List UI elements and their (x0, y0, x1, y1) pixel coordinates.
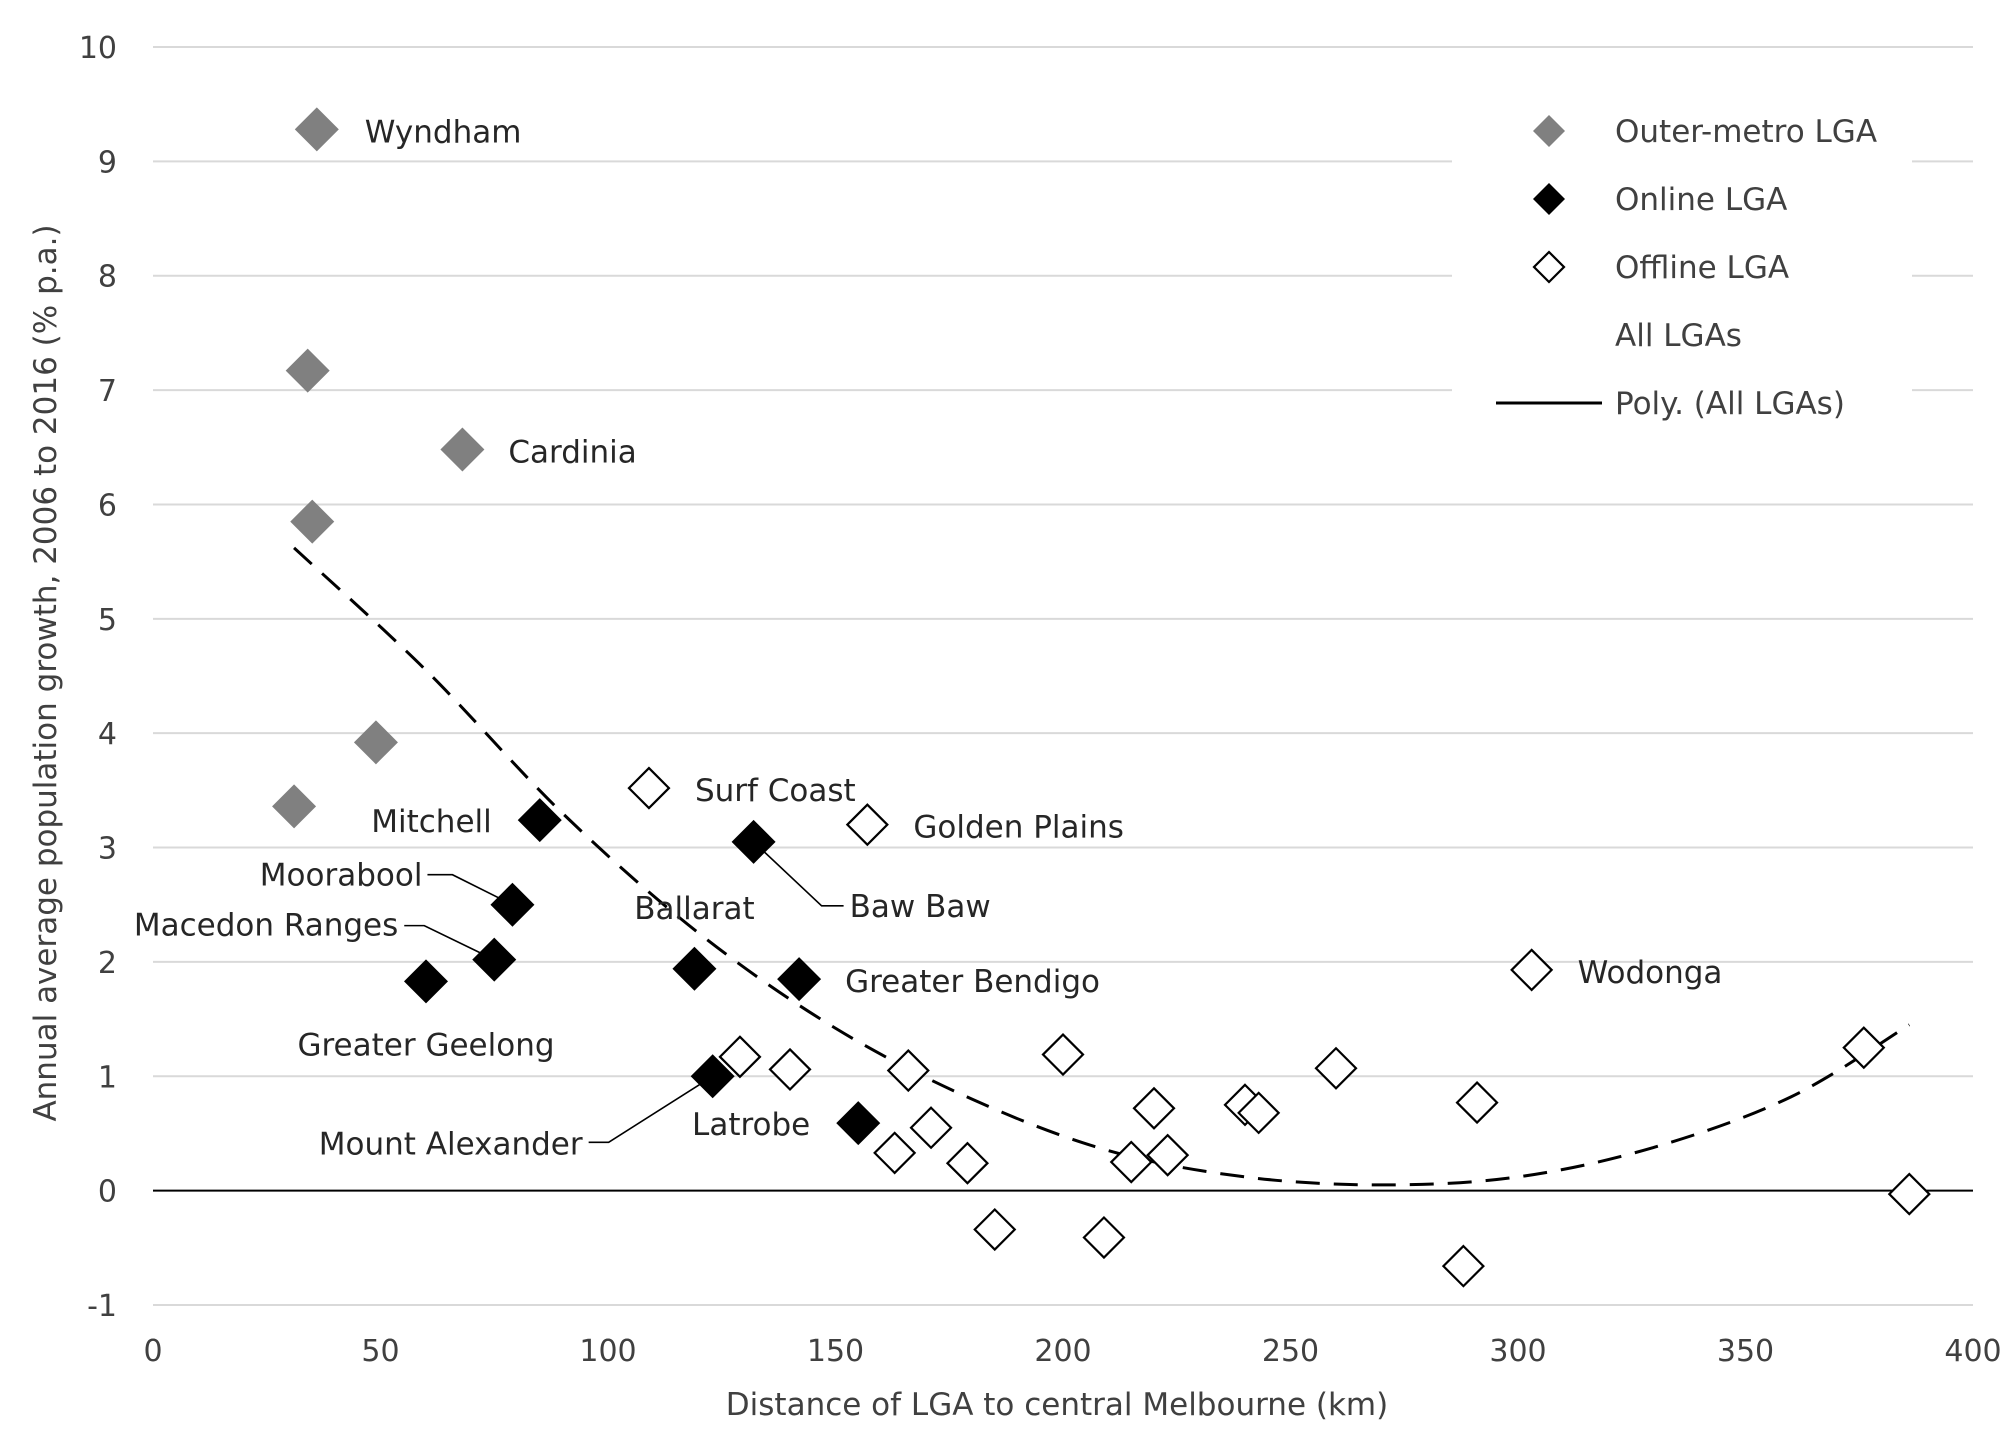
marker-offline-lga-18 (1441, 1244, 1485, 1288)
legend-marker-offline-lga (1532, 250, 1566, 284)
legend-label-outer-metro-lga: Outer-metro LGA (1615, 114, 1877, 150)
x-tick-label: 350 (1717, 1334, 1774, 1369)
marker-offline-lga-9 (973, 1207, 1017, 1252)
point-label-surf-coast: Surf Coast (695, 773, 856, 809)
y-tick-label: 4 (98, 717, 117, 752)
marker-offline-lga-7 (909, 1106, 953, 1150)
marker-outer-metro-lga-4 (353, 720, 398, 765)
legend-label-offline-lga: Offline LGA (1615, 250, 1789, 286)
point-label-moorabool: Moorabool (260, 858, 423, 894)
x-tick-label: 250 (1262, 1334, 1319, 1369)
marker-online-lga-moorabool (490, 882, 535, 927)
x-tick-label: 400 (1944, 1334, 2001, 1369)
leader-line-mount-alexander (588, 1075, 714, 1144)
marker-outer-metro-lga-1 (285, 348, 330, 393)
y-tick-label: 0 (98, 1175, 117, 1210)
legend-label-online-lga: Online LGA (1615, 182, 1787, 218)
point-label-mitchell: Mitchell (371, 804, 492, 840)
point-label-baw-baw: Baw Baw (850, 889, 991, 925)
legend-marker-outer-metro-lga (1533, 115, 1565, 147)
marker-offline-lga-8 (945, 1141, 990, 1185)
legend: Outer-metro LGA Online LGA Offline LGA All … (1496, 114, 1877, 422)
marker-online-lga-mount-alexander (690, 1054, 735, 1099)
leader-line-moorabool (427, 873, 513, 906)
marker-offline-lga-16 (1237, 1091, 1281, 1135)
x-tick-label: 200 (1034, 1334, 1091, 1369)
marker-offline-lga-20 (1842, 1026, 1886, 1070)
point-label-mount-alexander: Mount Alexander (319, 1126, 583, 1162)
y-axis-ticks: -1 0 1 2 3 4 5 6 7 8 9 10 (79, 31, 117, 1324)
y-tick-label: 3 (98, 832, 117, 867)
trendline-group (293, 546, 1911, 1187)
y-tick-label: 6 (98, 488, 117, 523)
x-tick-label: 100 (579, 1334, 636, 1369)
trendline-poly-all-lgas (293, 546, 1911, 1187)
data-points (272, 107, 1931, 1288)
marker-offline-lga-14 (1146, 1133, 1190, 1177)
marker-online-lga-mitchell (517, 798, 562, 843)
marker-outer-metro-lga-5 (272, 784, 317, 829)
y-tick-label: 2 (98, 946, 117, 981)
marker-offline-lga-10 (1041, 1032, 1085, 1077)
marker-offline-lga-4 (768, 1047, 812, 1091)
point-labels: Wyndham Cardinia Mitchell Moorabool Macedon … (134, 114, 1723, 1162)
legend-label-poly-all-lgas: Poly. (All LGAs) (1615, 386, 1845, 422)
marker-online-lga-macedon-ranges (472, 937, 517, 982)
leader-line-macedon-ranges (404, 924, 495, 961)
y-tick-label: 1 (98, 1060, 117, 1095)
marker-offline-lga-13 (1132, 1086, 1176, 1130)
marker-online-lga-greater-bendigo (777, 957, 822, 1002)
marker-offline-lga-12 (1109, 1140, 1153, 1184)
marker-offline-lga-surf-coast (627, 766, 671, 810)
point-label-wyndham: Wyndham (365, 114, 522, 150)
marker-offline-lga-11 (1082, 1215, 1126, 1260)
legend-background (1452, 96, 1912, 438)
x-tick-label: 150 (807, 1334, 864, 1369)
marker-online-lga-greater-geelong (404, 959, 448, 1004)
marker-offline-lga-6 (873, 1131, 917, 1175)
marker-offline-lga-5 (886, 1048, 930, 1093)
marker-offline-lga-17 (1314, 1046, 1358, 1090)
marker-offline-lga-19 (1455, 1081, 1499, 1125)
legend-label-all-lgas: All LGAs (1615, 318, 1742, 354)
point-label-cardinia: Cardinia (508, 435, 636, 471)
point-label-greater-bendigo: Greater Bendigo (845, 964, 1100, 1000)
marker-online-lga-latrobe (836, 1101, 881, 1146)
marker-outer-metro-lga-cardinia (440, 427, 485, 472)
y-tick-label: 5 (98, 603, 117, 638)
x-axis-title: Distance of LGA to central Melbourne (km… (726, 1387, 1388, 1423)
marker-outer-metro-lga-wyndham (294, 107, 339, 152)
point-label-greater-geelong: Greater Geelong (297, 1027, 554, 1063)
x-tick-label: 300 (1489, 1334, 1546, 1369)
point-label-macedon-ranges: Macedon Ranges (134, 908, 398, 944)
point-label-latrobe: Latrobe (692, 1107, 810, 1143)
point-label-golden-plains: Golden Plains (913, 810, 1124, 846)
marker-online-lga-ballarat (672, 946, 717, 991)
y-axis-title: Annual average population growth, 2006 t… (28, 224, 64, 1121)
x-tick-label: 0 (143, 1334, 162, 1369)
legend-marker-online-lga (1533, 183, 1565, 215)
point-label-ballarat: Ballarat (634, 891, 754, 927)
y-tick-label: 8 (98, 260, 117, 295)
marker-online-lga-baw-baw (731, 819, 776, 864)
marker-offline-lga-golden-plains (845, 803, 889, 847)
y-tick-label: 9 (98, 145, 117, 180)
marker-offline-lga-wodonga (1510, 948, 1554, 992)
leader-line-baw-baw (753, 841, 844, 907)
marker-outer-metro-lga-3 (290, 499, 335, 544)
leader-lines (404, 841, 844, 1144)
point-label-wodonga: Wodonga (1578, 955, 1723, 991)
y-tick-label: -1 (87, 1289, 117, 1324)
x-tick-label: 50 (361, 1334, 399, 1369)
marker-offline-lga-3 (718, 1035, 762, 1079)
marker-offline-lga-21 (1887, 1172, 1931, 1216)
x-axis-ticks: 0 50 100 150 200 250 300 350 400 (143, 1334, 2001, 1369)
y-tick-label: 7 (98, 374, 117, 409)
y-tick-label: 10 (79, 31, 117, 66)
